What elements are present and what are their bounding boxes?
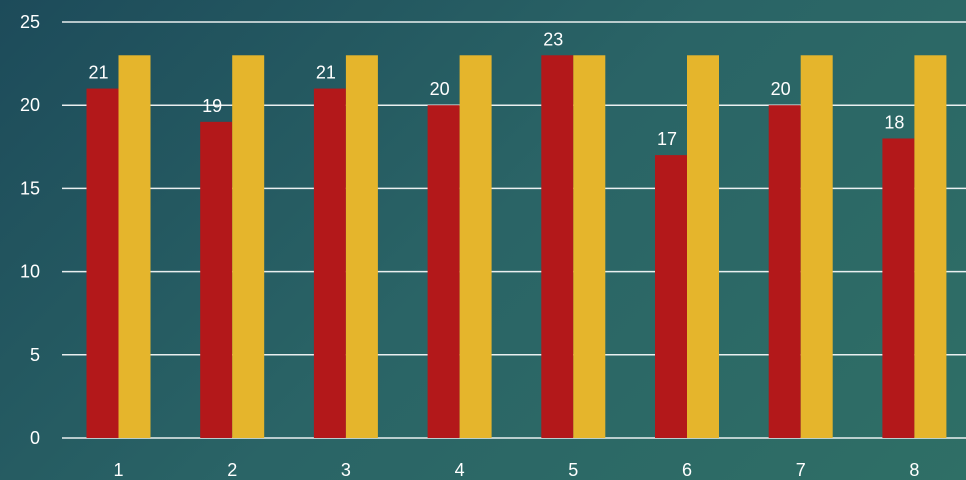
bar-series2-4 xyxy=(459,55,492,438)
x-tick-label: 2 xyxy=(227,460,237,480)
x-tick-label: 3 xyxy=(341,460,351,480)
x-tick-label: 5 xyxy=(568,460,578,480)
bar-series1-7 xyxy=(768,105,801,438)
x-axis: 1 2 3 4 5 6 7 8 xyxy=(113,460,919,480)
x-tick-label: 7 xyxy=(796,460,806,480)
y-tick-label: 25 xyxy=(20,12,40,32)
data-label: 19 xyxy=(202,96,222,116)
bar-series2-5 xyxy=(573,55,606,438)
bar-series2-7 xyxy=(800,55,833,438)
y-tick-label: 5 xyxy=(30,345,40,365)
y-tick-label: 10 xyxy=(20,262,40,282)
bar-series1-5 xyxy=(541,55,574,438)
x-tick-label: 6 xyxy=(682,460,692,480)
bar-series1-6 xyxy=(655,155,687,438)
bar-series1-8 xyxy=(882,138,915,439)
data-label: 18 xyxy=(884,112,904,132)
bar-series2-3 xyxy=(345,55,378,438)
data-labels: 21 19 21 20 23 17 20 18 xyxy=(88,29,904,149)
x-tick-label: 4 xyxy=(455,460,465,480)
data-label: 21 xyxy=(316,63,336,83)
data-label: 20 xyxy=(771,79,791,99)
x-tick-label: 8 xyxy=(909,460,919,480)
data-label: 23 xyxy=(543,29,563,49)
y-axis: 0 5 10 15 20 25 xyxy=(20,12,40,448)
bar-series2-2 xyxy=(232,55,265,438)
bar-series1-2 xyxy=(200,121,233,438)
bar-series1-1 xyxy=(86,88,119,438)
bar-series2-6 xyxy=(687,55,719,438)
bar-series1-4 xyxy=(427,105,460,438)
y-tick-label: 0 xyxy=(30,428,40,448)
x-tick-label: 1 xyxy=(113,460,123,480)
bars xyxy=(86,55,947,439)
data-label: 20 xyxy=(430,79,450,99)
data-label: 17 xyxy=(657,129,677,149)
y-tick-label: 20 xyxy=(20,95,40,115)
y-tick-label: 15 xyxy=(20,178,40,198)
data-label: 21 xyxy=(88,63,108,83)
bar-series1-3 xyxy=(313,88,346,438)
bar-series2-8 xyxy=(914,55,947,438)
bar-series2-1 xyxy=(118,55,151,438)
